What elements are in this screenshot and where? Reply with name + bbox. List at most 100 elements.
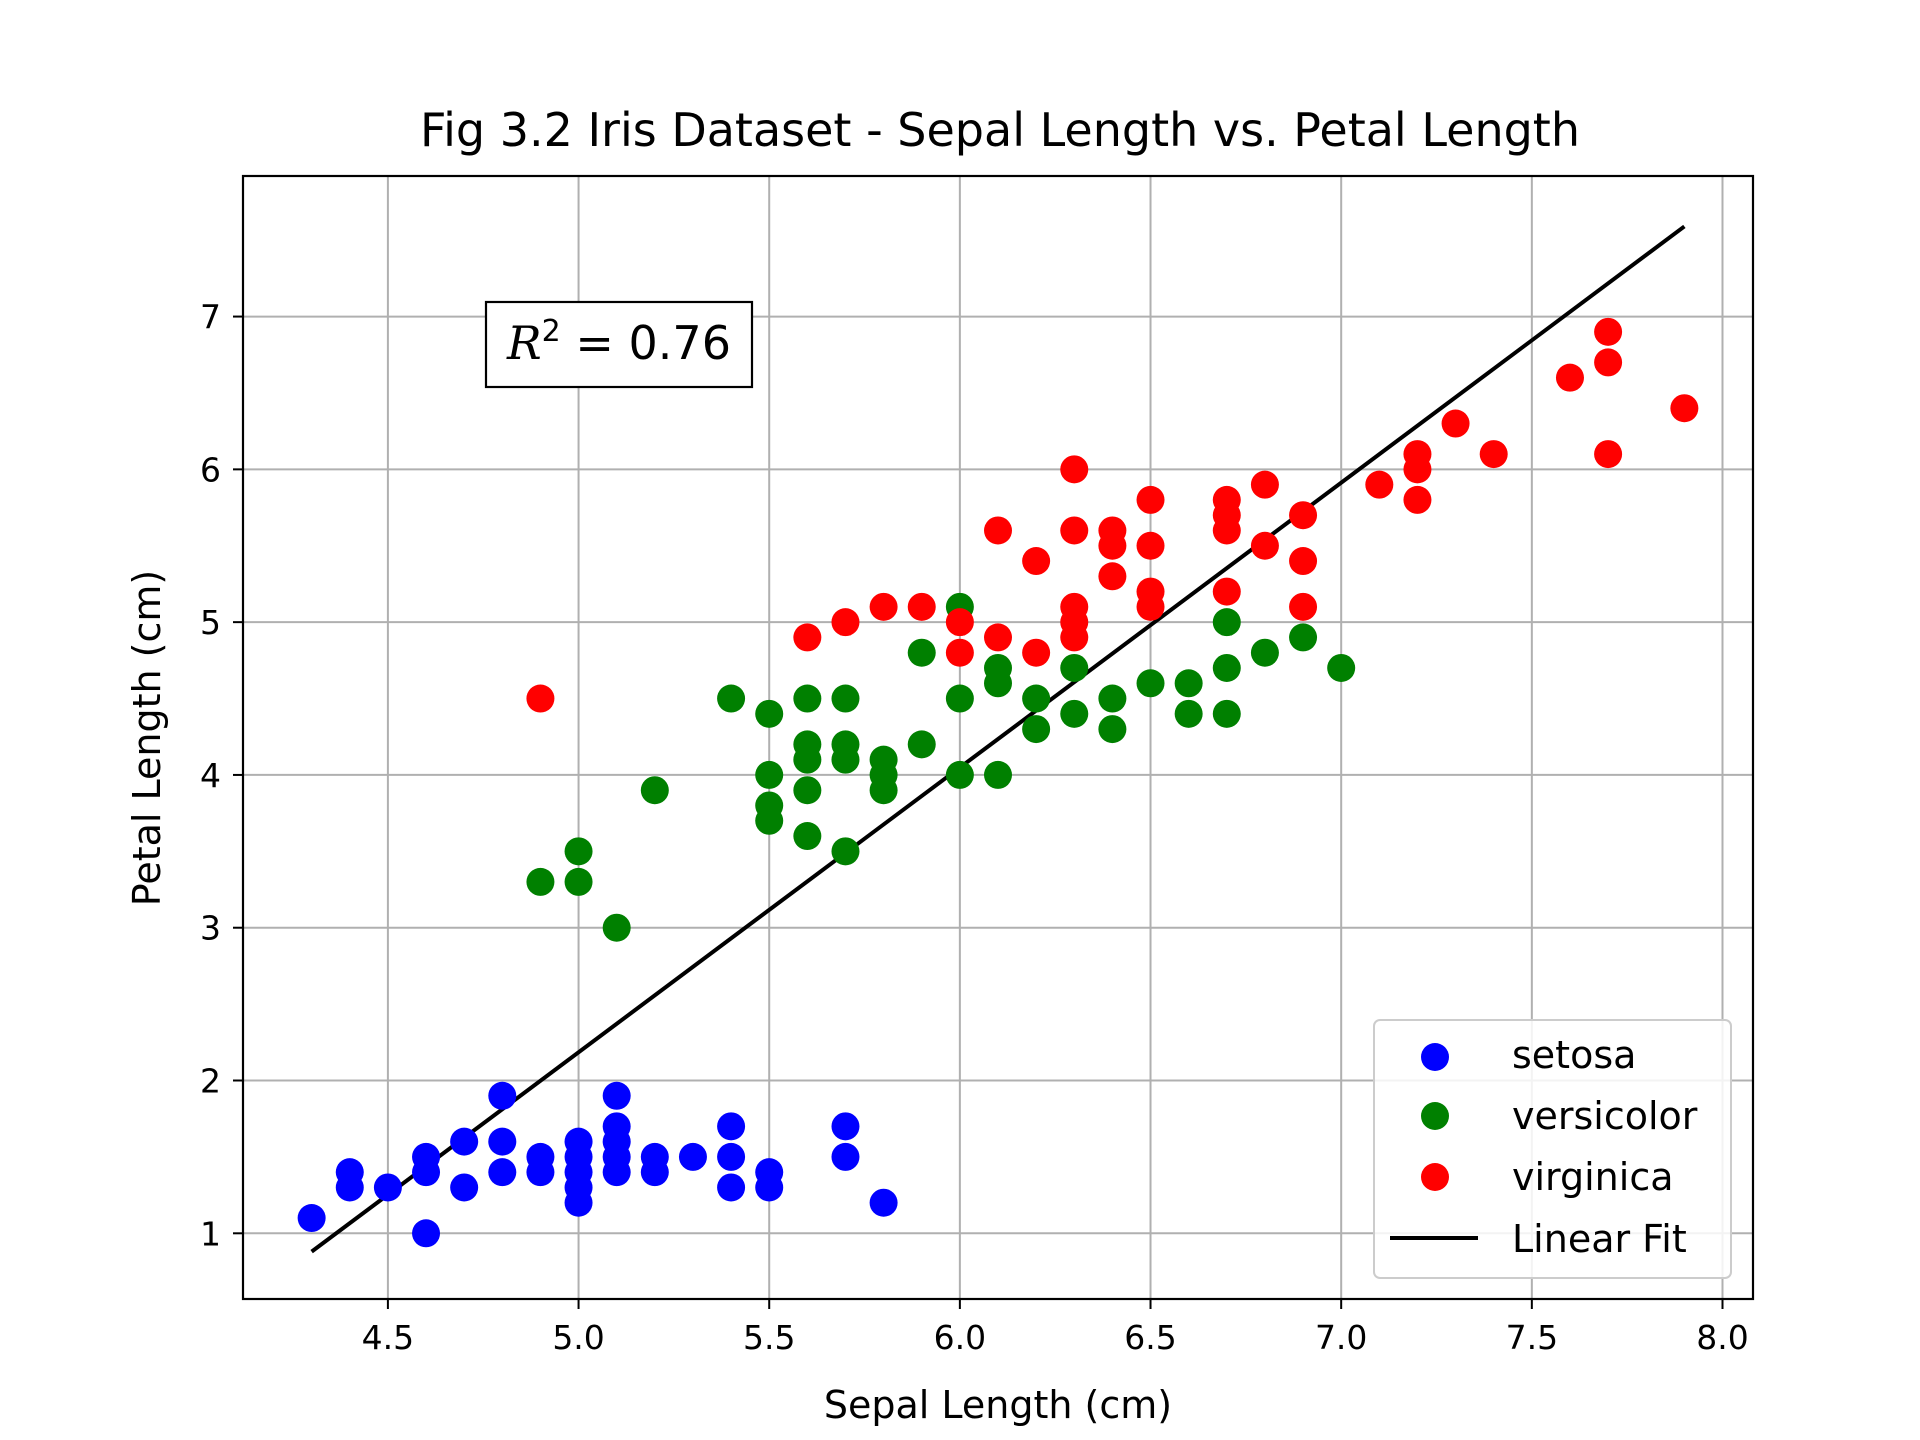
point-virginica	[1060, 516, 1089, 545]
linear-fit-line	[310, 224, 1686, 1254]
point-versicolor	[831, 684, 860, 713]
point-versicolor	[755, 699, 784, 728]
point-virginica	[1136, 577, 1165, 606]
point-versicolor	[793, 822, 822, 851]
point-virginica	[1289, 547, 1318, 576]
legend-marker-virginica	[1421, 1163, 1449, 1191]
chart-title: Fig 3.2 Iris Dataset - Sepal Length vs. …	[420, 103, 1580, 157]
point-versicolor	[907, 638, 936, 667]
point-versicolor	[602, 913, 631, 942]
point-setosa	[412, 1219, 441, 1248]
point-versicolor	[1098, 684, 1127, 713]
point-versicolor	[1250, 638, 1279, 667]
point-versicolor	[1289, 623, 1318, 652]
point-versicolor	[717, 684, 746, 713]
point-virginica	[1250, 470, 1279, 499]
point-virginica	[1136, 485, 1165, 514]
point-virginica	[1403, 485, 1432, 514]
point-versicolor	[1022, 715, 1051, 744]
y-tick-label: 1	[200, 1214, 221, 1253]
legend-box	[1373, 1019, 1732, 1279]
point-virginica	[1022, 547, 1051, 576]
point-virginica	[1212, 485, 1241, 514]
x-tick-label: 7.5	[1506, 1318, 1558, 1357]
point-virginica	[1250, 531, 1279, 560]
point-versicolor	[564, 837, 593, 866]
point-versicolor	[907, 730, 936, 759]
point-setosa	[717, 1142, 746, 1171]
point-setosa	[717, 1173, 746, 1202]
point-setosa	[335, 1158, 364, 1187]
point-virginica	[1403, 440, 1432, 469]
y-tick-label: 5	[200, 603, 221, 642]
r-squared-label: R2 = 0.76	[506, 314, 731, 370]
r-squared-value: = 0.76	[561, 316, 731, 370]
point-setosa	[831, 1142, 860, 1171]
y-tick-label: 3	[200, 909, 221, 948]
point-virginica	[1060, 455, 1089, 484]
point-versicolor	[793, 730, 822, 759]
x-tick-label: 6.5	[1124, 1318, 1176, 1357]
y-tick-label: 4	[200, 756, 221, 795]
point-setosa	[602, 1081, 631, 1110]
point-setosa	[450, 1127, 479, 1156]
point-setosa	[678, 1142, 707, 1171]
x-tick-label: 6.0	[934, 1318, 986, 1357]
point-setosa	[450, 1173, 479, 1202]
point-versicolor	[1327, 653, 1356, 682]
point-versicolor	[793, 684, 822, 713]
point-setosa	[640, 1142, 669, 1171]
point-virginica	[945, 608, 974, 637]
x-tick-label: 8.0	[1696, 1318, 1748, 1357]
point-setosa	[564, 1127, 593, 1156]
point-versicolor	[755, 760, 784, 789]
point-virginica	[1479, 440, 1508, 469]
point-versicolor	[945, 760, 974, 789]
point-setosa	[755, 1158, 784, 1187]
point-virginica	[1441, 409, 1470, 438]
point-setosa	[488, 1127, 517, 1156]
point-virginica	[1594, 348, 1623, 377]
x-axis-label: Sepal Length (cm)	[824, 1383, 1172, 1427]
point-virginica	[1670, 394, 1699, 423]
r-squared-annotation: R2 = 0.76	[484, 300, 754, 389]
point-virginica	[984, 516, 1012, 545]
point-setosa	[602, 1112, 631, 1141]
point-versicolor	[1174, 669, 1203, 698]
point-versicolor	[1022, 684, 1051, 713]
point-setosa	[488, 1158, 517, 1187]
point-virginica	[1098, 562, 1127, 591]
point-setosa	[297, 1204, 326, 1233]
point-versicolor	[984, 653, 1012, 682]
point-setosa	[831, 1112, 860, 1141]
point-virginica	[1365, 470, 1394, 499]
point-virginica	[1594, 440, 1623, 469]
point-versicolor	[640, 776, 669, 805]
point-versicolor	[755, 791, 784, 820]
point-versicolor	[564, 867, 593, 896]
point-versicolor	[1174, 699, 1203, 728]
point-setosa	[412, 1142, 441, 1171]
x-tick-label: 4.5	[362, 1318, 414, 1357]
point-setosa	[373, 1173, 402, 1202]
point-versicolor	[984, 760, 1012, 789]
x-tick-label: 5.0	[552, 1318, 604, 1357]
r-squared-exponent: 2	[542, 314, 561, 349]
r-squared-box	[484, 300, 754, 389]
point-versicolor	[1212, 653, 1241, 682]
point-versicolor	[526, 867, 555, 896]
point-virginica	[1594, 317, 1623, 346]
y-axis-ticks: 1 2 3 4 5 6 7	[200, 298, 243, 1253]
point-setosa	[488, 1081, 517, 1110]
point-virginica	[1098, 516, 1127, 545]
fit-line-layer	[310, 224, 1686, 1254]
point-virginica	[1136, 531, 1165, 560]
point-virginica	[907, 592, 936, 621]
point-virginica	[1555, 363, 1584, 392]
point-virginica	[1289, 501, 1318, 530]
y-axis-label: Petal Length (cm)	[125, 570, 169, 906]
point-versicolor	[1060, 653, 1089, 682]
y-tick-label: 2	[200, 1062, 221, 1101]
point-virginica	[984, 623, 1012, 652]
